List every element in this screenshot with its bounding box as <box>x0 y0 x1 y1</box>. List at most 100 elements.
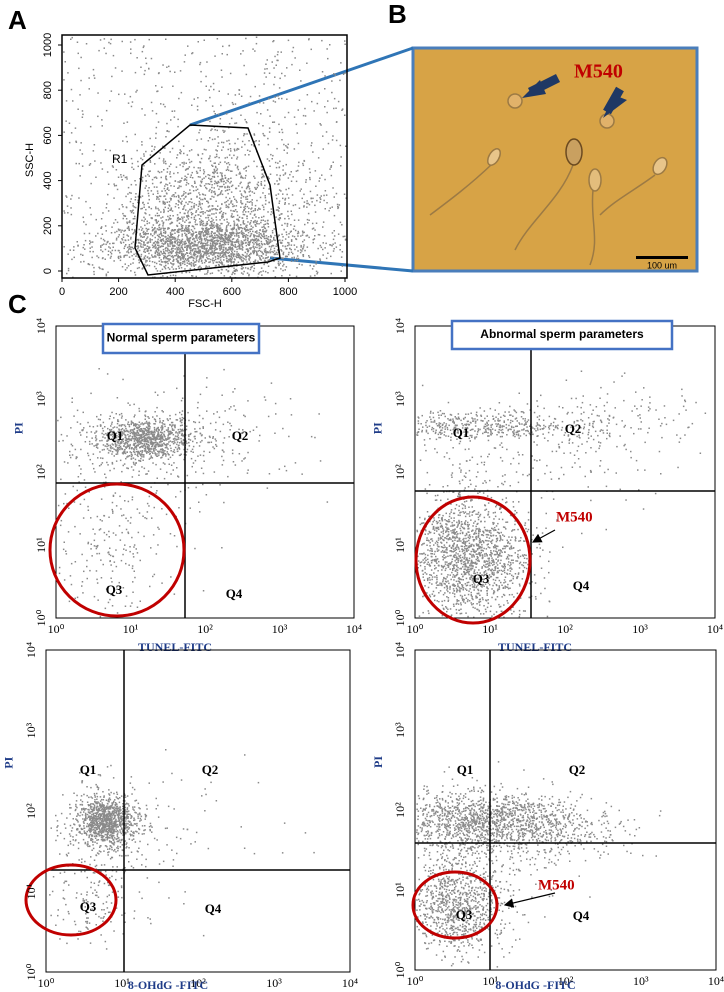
event-dot <box>141 180 144 182</box>
event-dot <box>155 220 158 222</box>
event-dot <box>216 150 218 152</box>
event-dot <box>91 463 94 465</box>
event-dot <box>250 210 253 213</box>
event-dot <box>148 449 150 451</box>
event-dot <box>181 177 183 179</box>
event-dot <box>159 239 162 242</box>
event-dot <box>221 229 224 231</box>
event-dot <box>205 244 207 246</box>
event-dot <box>170 450 172 452</box>
event-dot <box>198 131 200 134</box>
event-dot <box>236 156 239 158</box>
event-dot <box>129 220 131 222</box>
event-dot <box>158 224 160 227</box>
event-dot <box>111 75 113 78</box>
event-dot <box>254 209 256 212</box>
event-dot <box>281 139 283 141</box>
event-dot <box>145 227 147 230</box>
event-dot <box>209 178 211 181</box>
event-dot <box>170 199 172 201</box>
event-dot <box>204 266 207 269</box>
event-dot <box>167 243 169 245</box>
event-dot <box>244 118 246 121</box>
event-dot <box>153 436 155 438</box>
event-dot <box>201 223 203 226</box>
event-dot <box>163 211 165 214</box>
event-dot <box>71 258 73 261</box>
event-dot <box>273 121 276 123</box>
event-dot <box>159 254 161 256</box>
event-dot <box>174 232 176 234</box>
event-dot <box>70 88 73 91</box>
event-dot <box>123 463 126 465</box>
event-dot <box>228 203 230 206</box>
event-dot <box>94 160 96 162</box>
event-dot <box>171 233 174 235</box>
event-dot <box>134 446 136 448</box>
event-dot <box>95 444 97 447</box>
event-dot <box>196 223 198 226</box>
event-dot <box>218 231 220 233</box>
event-dot <box>146 228 149 231</box>
event-dot <box>281 97 283 100</box>
event-dot <box>170 251 172 253</box>
event-dot <box>279 174 281 177</box>
event-dot <box>209 120 211 123</box>
event-dot <box>252 230 254 233</box>
event-dot <box>226 53 228 56</box>
event-dot <box>106 443 109 445</box>
event-dot <box>167 430 169 432</box>
event-dot <box>104 473 106 475</box>
event-dot <box>188 438 190 440</box>
event-dot <box>105 588 108 590</box>
event-dot <box>164 195 166 197</box>
event-dot <box>114 249 117 252</box>
event-dot <box>180 224 183 226</box>
event-dot <box>148 421 150 424</box>
event-dot <box>265 230 267 233</box>
event-dot <box>240 227 243 229</box>
event-dot <box>274 234 276 237</box>
event-dot <box>136 434 138 436</box>
event-dot <box>173 462 175 464</box>
event-dot <box>207 252 210 255</box>
event-dot <box>175 439 177 441</box>
event-dot <box>137 256 140 259</box>
event-dot <box>146 434 148 436</box>
scatter-plot <box>63 36 347 279</box>
event-dot <box>93 595 96 598</box>
event-dot <box>178 432 181 434</box>
event-dot <box>81 581 84 583</box>
event-dot <box>208 219 210 221</box>
event-dot <box>144 232 147 234</box>
event-dot <box>288 187 290 190</box>
event-dot <box>107 464 109 466</box>
event-dot <box>247 211 250 213</box>
event-dot <box>203 235 205 237</box>
event-dot <box>238 216 241 218</box>
event-dot <box>163 210 165 212</box>
event-dot <box>220 236 223 238</box>
event-dot <box>191 245 194 247</box>
event-dot <box>164 438 167 440</box>
event-dot <box>251 265 253 268</box>
event-dot <box>164 256 167 258</box>
event-dot <box>70 198 72 200</box>
event-dot <box>152 438 154 441</box>
event-dot <box>182 194 184 196</box>
event-dot <box>300 246 302 248</box>
event-dot <box>327 100 329 102</box>
event-dot <box>256 222 258 225</box>
event-dot <box>132 448 135 450</box>
event-dot <box>131 246 133 249</box>
event-dot <box>184 242 186 245</box>
event-dot <box>194 547 196 550</box>
event-dot <box>138 228 140 231</box>
event-dot <box>131 447 133 449</box>
event-dot <box>165 429 168 431</box>
event-dot <box>119 241 122 243</box>
event-dot <box>100 226 103 228</box>
event-dot <box>273 228 275 230</box>
event-dot <box>298 207 301 209</box>
event-dot <box>99 451 101 453</box>
